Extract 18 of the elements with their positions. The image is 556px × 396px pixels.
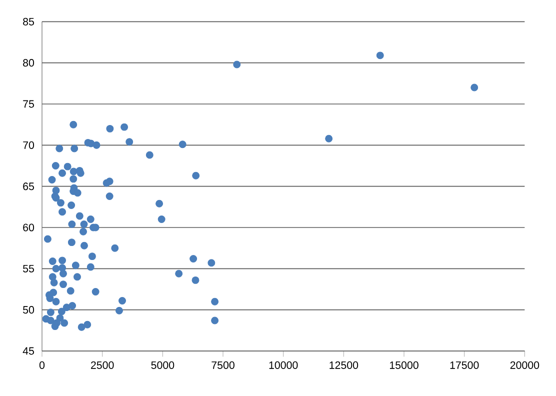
y-tick-label: 65 <box>23 182 34 190</box>
x-tick-label: 0 <box>39 361 45 369</box>
x-tick-label: 20000 <box>510 361 540 369</box>
y-tick-label: 50 <box>23 306 34 314</box>
y-tick-label: 70 <box>23 141 34 149</box>
y-tick-label: 85 <box>23 18 34 26</box>
x-tick-label: 2500 <box>91 361 114 369</box>
y-tick-label: 45 <box>22 347 34 355</box>
x-tick-label: 7500 <box>212 361 234 369</box>
y-tick-label: 80 <box>23 59 34 67</box>
y-tick-label: 75 <box>23 100 34 108</box>
x-tick-label: 12500 <box>330 361 358 369</box>
y-tick-label: 60 <box>23 224 34 232</box>
x-tick-label: 5000 <box>151 361 174 369</box>
x-tick-label: 10000 <box>269 361 298 369</box>
x-tick-label: 15000 <box>390 361 418 369</box>
x-tick-label: 17500 <box>450 361 479 369</box>
y-tick-label: 55 <box>23 264 34 272</box>
